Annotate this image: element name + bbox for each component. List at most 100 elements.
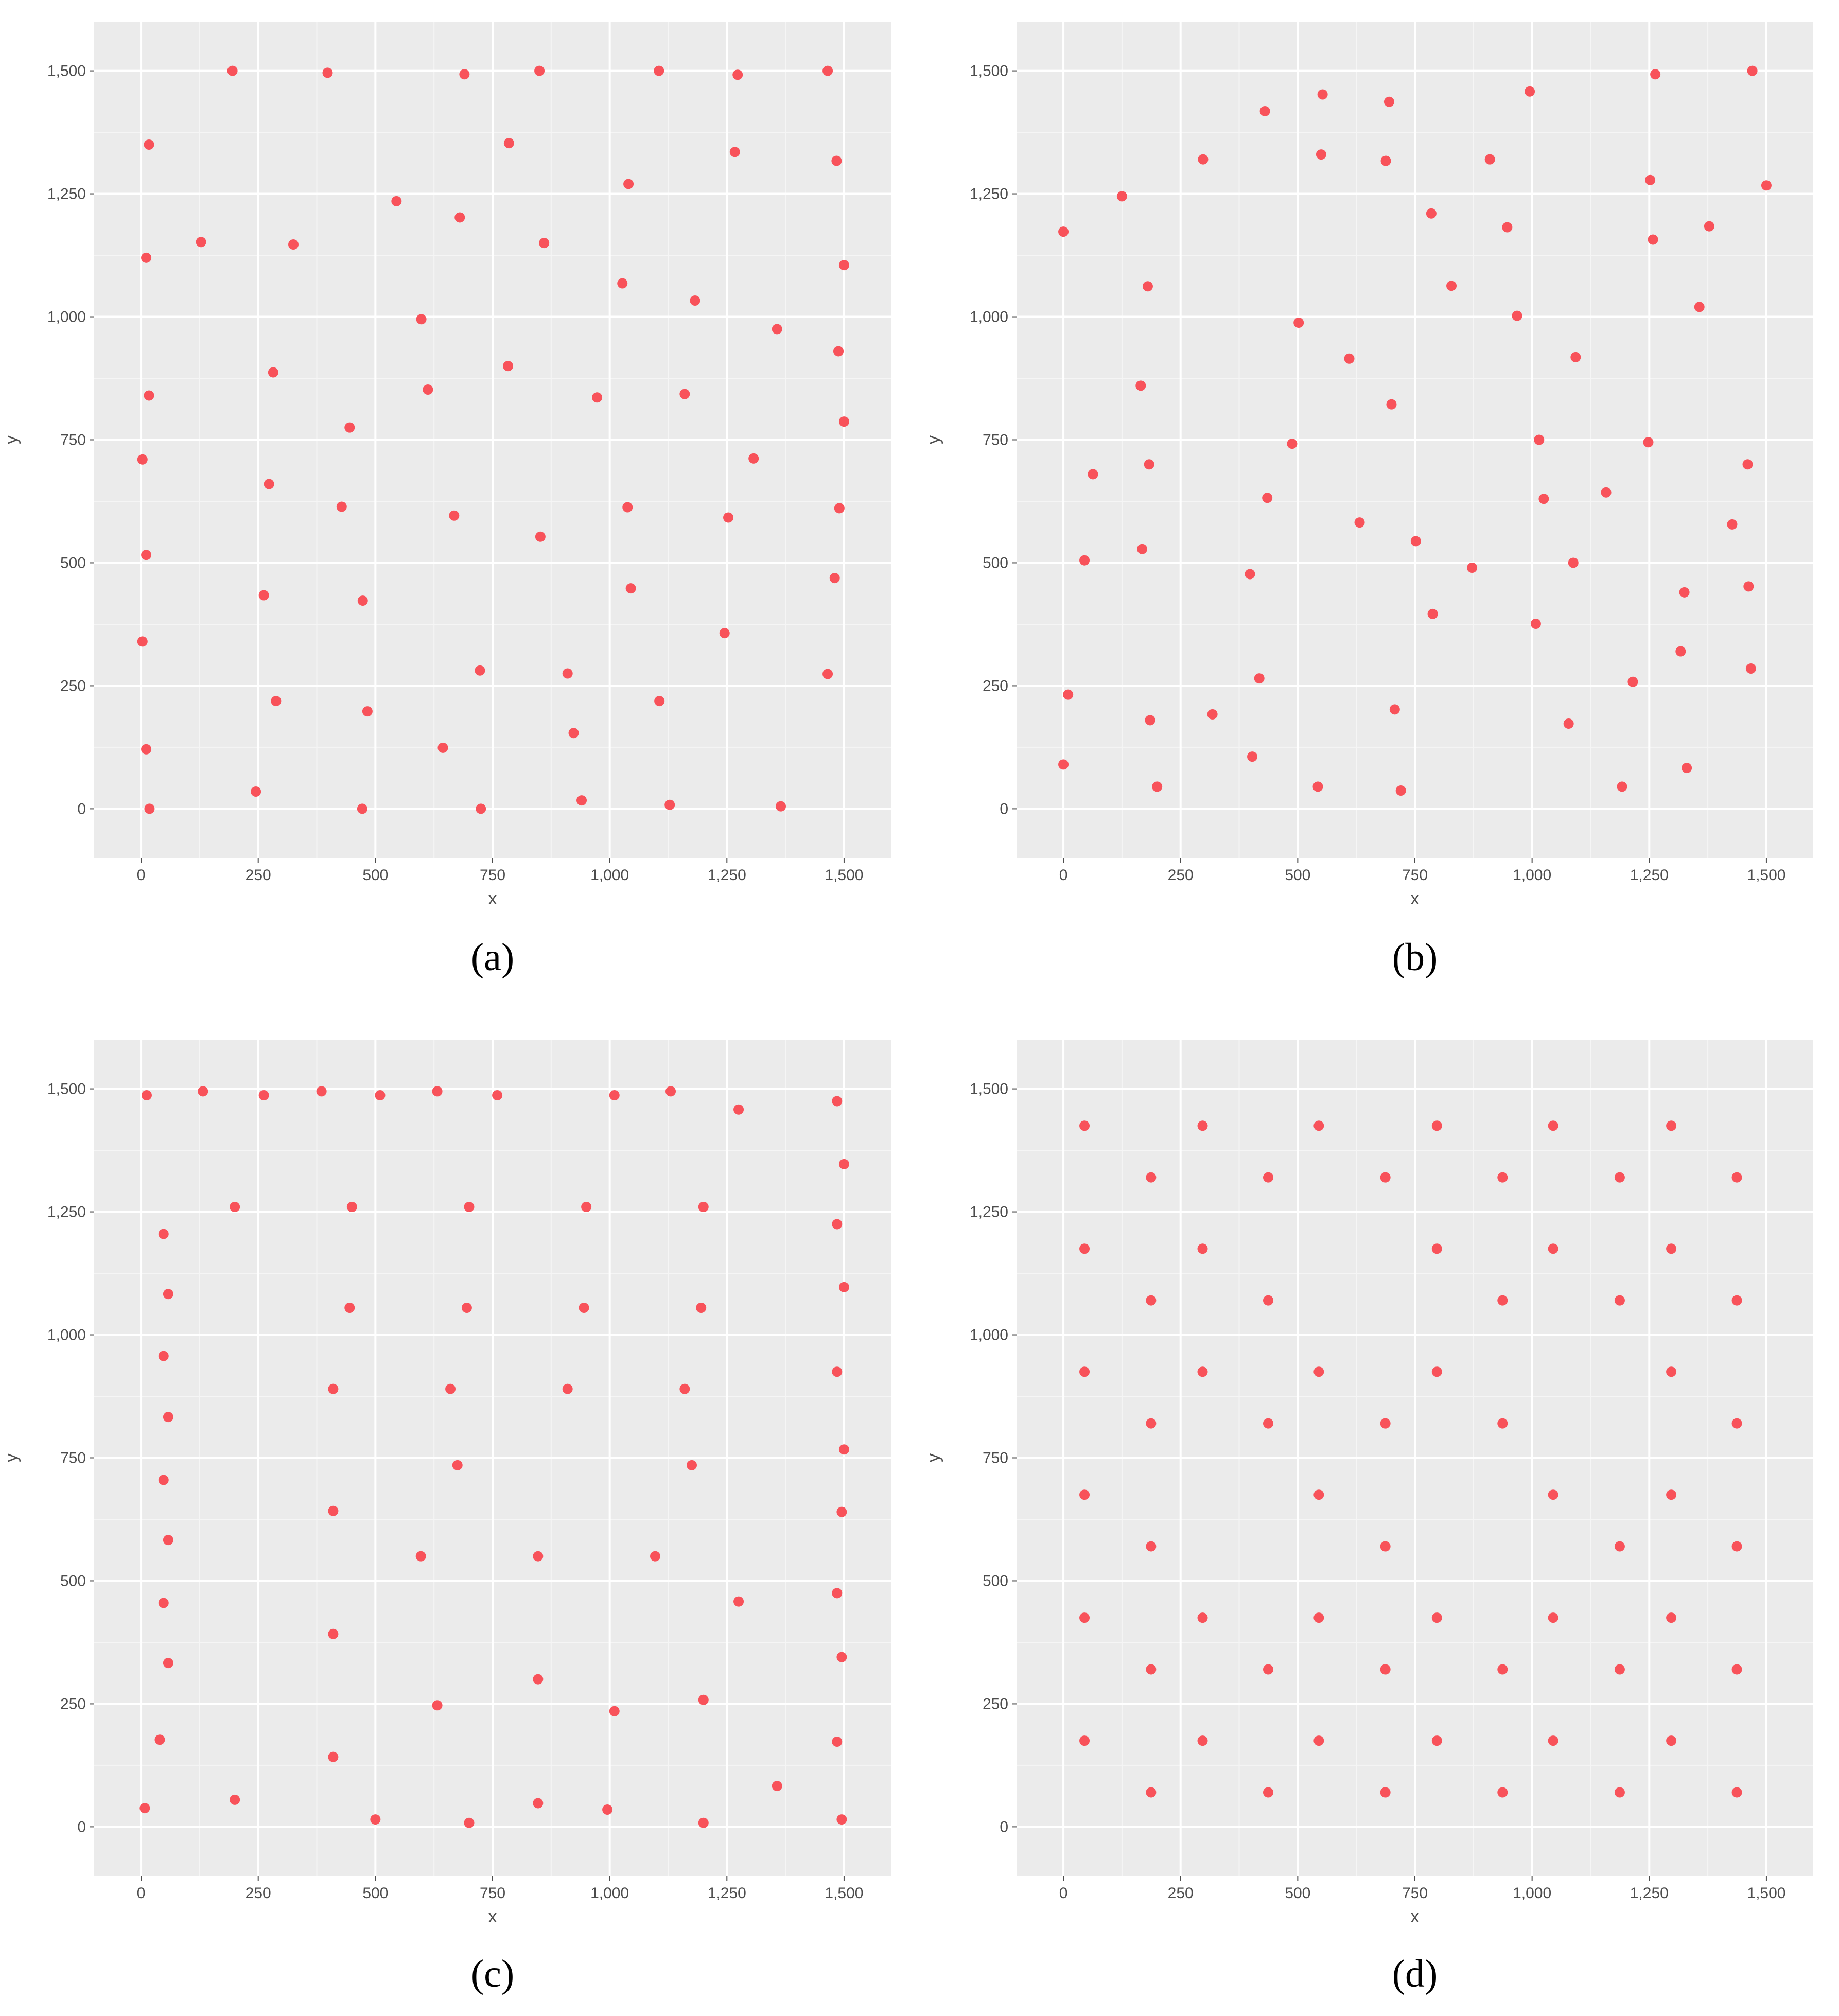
x-tick-label: 1,250 xyxy=(708,1885,746,1902)
data-point xyxy=(1317,89,1328,100)
y-tick-label: 1,000 xyxy=(47,1327,86,1344)
data-point xyxy=(251,786,261,797)
x-tick-label: 0 xyxy=(137,867,146,884)
data-point xyxy=(838,1159,849,1169)
data-point xyxy=(698,1817,709,1828)
y-tick-label: 500 xyxy=(983,1572,1008,1589)
y-tick-label: 1,000 xyxy=(47,309,86,326)
y-axis-title: y xyxy=(924,435,943,444)
y-tick-label: 1,500 xyxy=(47,63,86,80)
data-point xyxy=(1079,1366,1090,1377)
y-tick-label: 0 xyxy=(77,800,86,817)
data-point xyxy=(1058,759,1069,770)
data-point xyxy=(336,501,347,512)
data-point xyxy=(1197,1735,1208,1746)
data-point xyxy=(459,69,470,80)
data-point xyxy=(1426,208,1437,219)
data-point xyxy=(461,1302,472,1313)
data-point xyxy=(1497,1787,1508,1798)
data-point xyxy=(533,1551,544,1562)
data-point xyxy=(1614,1787,1625,1798)
x-tick-label: 500 xyxy=(362,867,388,884)
x-tick-label: 1,000 xyxy=(590,867,629,884)
data-point xyxy=(1316,149,1326,160)
data-point xyxy=(1380,1172,1391,1183)
data-point xyxy=(1679,587,1690,598)
data-point xyxy=(1380,1418,1391,1429)
data-point xyxy=(1259,106,1270,116)
data-point xyxy=(834,503,845,514)
y-tick-label: 1,000 xyxy=(970,309,1008,326)
data-point xyxy=(665,1086,676,1097)
data-point xyxy=(1380,1664,1391,1675)
data-point xyxy=(437,742,448,753)
data-point xyxy=(1313,1366,1324,1377)
data-point xyxy=(1198,154,1209,165)
data-point xyxy=(258,590,269,601)
data-point xyxy=(832,1096,843,1107)
data-point xyxy=(1731,1787,1742,1798)
data-point xyxy=(1197,1612,1208,1623)
data-point xyxy=(1742,459,1753,470)
data-point xyxy=(822,669,833,679)
data-point xyxy=(1731,1295,1742,1306)
data-point xyxy=(328,1628,339,1639)
y-tick-label: 1,250 xyxy=(970,186,1008,203)
x-tick-label: 1,000 xyxy=(590,1885,629,1902)
data-point xyxy=(609,1090,620,1101)
data-point xyxy=(1145,715,1155,726)
data-point xyxy=(1431,1366,1442,1377)
x-tick-label: 1,500 xyxy=(1747,867,1785,884)
data-point xyxy=(1079,555,1090,566)
data-point xyxy=(163,1412,173,1423)
y-axis-title: y xyxy=(2,1453,21,1462)
x-tick-label: 1,000 xyxy=(1513,867,1551,884)
x-tick-label: 750 xyxy=(1402,867,1428,884)
data-point xyxy=(423,384,433,395)
data-point xyxy=(836,1652,847,1662)
data-point xyxy=(654,65,664,76)
x-tick-label: 250 xyxy=(1168,867,1194,884)
data-point xyxy=(1512,310,1522,321)
data-point xyxy=(1427,608,1438,619)
data-point xyxy=(264,479,274,489)
data-point xyxy=(1383,96,1394,107)
data-point xyxy=(1617,781,1627,792)
data-point xyxy=(1548,1243,1558,1254)
data-point xyxy=(1704,221,1714,232)
x-tick-label: 1,500 xyxy=(1747,1885,1785,1902)
data-point xyxy=(1207,709,1218,720)
data-point xyxy=(772,324,782,335)
x-tick-label: 750 xyxy=(480,1885,505,1902)
x-tick-label: 0 xyxy=(1059,1885,1068,1902)
x-tick-label: 250 xyxy=(246,867,271,884)
x-tick-label: 1,250 xyxy=(708,867,746,884)
data-point xyxy=(141,550,152,560)
data-point xyxy=(622,502,633,513)
data-point xyxy=(415,1551,426,1562)
data-point xyxy=(452,1460,463,1470)
data-point xyxy=(1538,494,1549,504)
y-tick-label: 1,250 xyxy=(47,1204,86,1221)
data-point xyxy=(163,1535,173,1546)
data-point xyxy=(1761,180,1772,191)
data-point xyxy=(1389,704,1400,715)
y-tick-label: 250 xyxy=(60,1695,86,1712)
data-point xyxy=(1293,318,1304,328)
data-point xyxy=(1568,557,1579,568)
data-point xyxy=(576,795,587,806)
data-point xyxy=(838,416,849,427)
data-point xyxy=(1431,1612,1442,1623)
data-point xyxy=(1313,1120,1324,1131)
y-axis-title: y xyxy=(924,1453,943,1462)
data-point xyxy=(836,1506,847,1517)
panel-caption: (c) xyxy=(471,1952,514,1995)
panel-caption: (b) xyxy=(1392,936,1438,979)
data-point xyxy=(158,1475,169,1485)
data-point xyxy=(1614,1172,1625,1183)
data-point xyxy=(1747,65,1758,76)
data-point xyxy=(679,1383,690,1394)
data-point xyxy=(832,1366,843,1377)
data-point xyxy=(432,1086,443,1097)
data-point xyxy=(1645,174,1656,185)
